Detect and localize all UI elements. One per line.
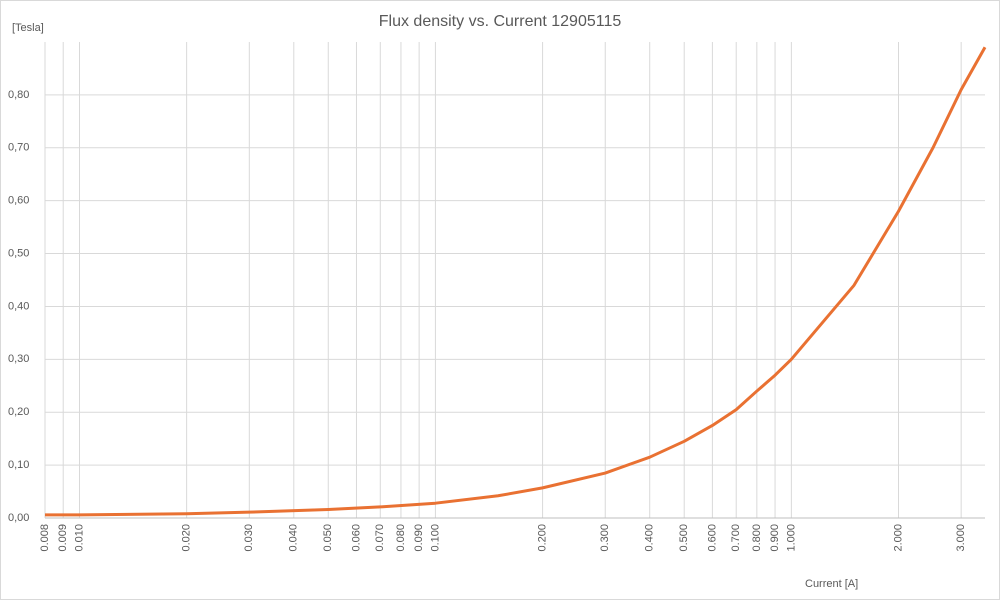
- y-tick-label: 0,30: [8, 353, 29, 365]
- y-tick-label: 0,40: [8, 300, 29, 312]
- x-tick-label: 0.080: [395, 524, 407, 552]
- x-tick-label: 0.600: [706, 524, 718, 552]
- y-tick-label: 0,70: [8, 142, 29, 154]
- x-tick-label: 0.050: [322, 524, 334, 552]
- y-tick-label: 0,00: [8, 512, 29, 524]
- x-tick-label: 0.300: [599, 524, 611, 552]
- x-tick-label: 2.000: [892, 524, 904, 552]
- x-tick-label: 0.090: [413, 524, 425, 552]
- x-tick-label: 0.070: [374, 524, 386, 552]
- y-tick-label: 0,20: [8, 406, 29, 418]
- x-tick-label: 0.700: [730, 524, 742, 552]
- x-tick-label: 0.010: [73, 524, 85, 552]
- x-tick-label: 0.100: [429, 524, 441, 552]
- y-tick-label: 0,60: [8, 195, 29, 207]
- x-tick-label: 0.009: [57, 524, 69, 552]
- x-axis-label: Current [A]: [805, 578, 858, 590]
- chart-title: Flux density vs. Current 12905115: [379, 13, 622, 30]
- y-tick-label: 0,50: [8, 247, 29, 259]
- x-tick-label: 1.000: [785, 524, 797, 552]
- x-tick-label: 0.400: [644, 524, 656, 552]
- y-tick-label: 0,10: [8, 459, 29, 471]
- y-tick-label: 0,80: [8, 89, 29, 101]
- x-tick-label: 0.900: [769, 524, 781, 552]
- x-tick-label: 0.008: [39, 524, 51, 552]
- data-line: [45, 46, 987, 517]
- x-tick-label: 0.020: [181, 524, 193, 552]
- x-tick-label: 0.060: [350, 524, 362, 552]
- x-tick-label: 0.200: [536, 524, 548, 552]
- x-tick-label: 0.500: [678, 524, 690, 552]
- y-axis-label: [Tesla]: [12, 22, 44, 34]
- x-tick-label: 3.000: [955, 524, 967, 552]
- x-tick-label: 0.800: [751, 524, 763, 552]
- x-tick-label: 0.040: [288, 524, 300, 552]
- x-tick-label: 0.030: [243, 524, 255, 552]
